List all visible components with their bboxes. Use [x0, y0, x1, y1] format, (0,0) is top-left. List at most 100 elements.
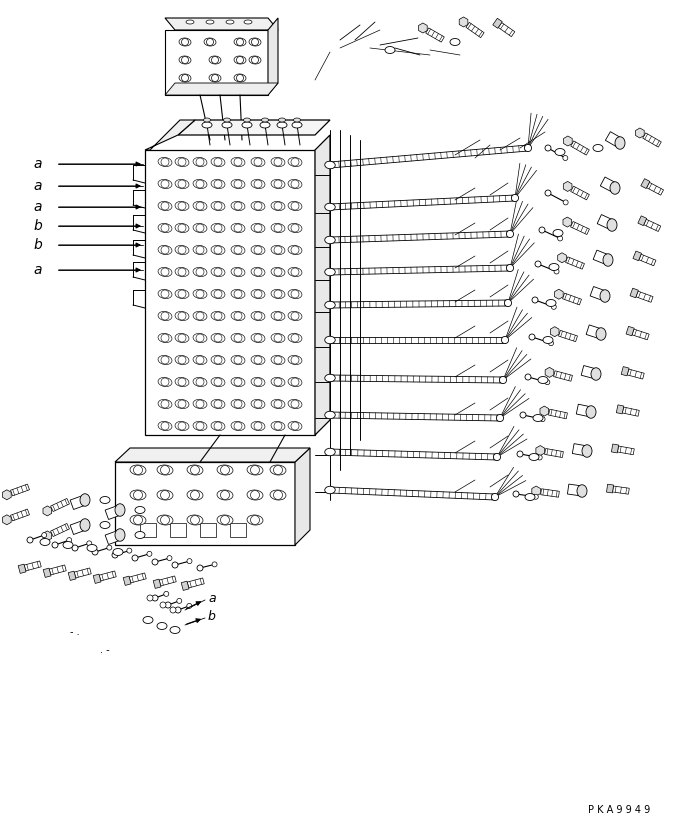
Circle shape — [506, 230, 514, 238]
Circle shape — [291, 268, 299, 276]
Ellipse shape — [175, 202, 189, 211]
Circle shape — [161, 268, 169, 276]
Ellipse shape — [211, 224, 225, 233]
Circle shape — [196, 356, 204, 364]
Ellipse shape — [87, 544, 97, 552]
Circle shape — [178, 202, 186, 210]
Circle shape — [520, 412, 526, 418]
Circle shape — [161, 180, 169, 188]
Ellipse shape — [206, 20, 214, 24]
Polygon shape — [115, 448, 310, 462]
Ellipse shape — [231, 268, 245, 277]
Ellipse shape — [555, 149, 565, 155]
Ellipse shape — [231, 179, 245, 188]
Polygon shape — [616, 405, 624, 414]
Ellipse shape — [217, 465, 233, 475]
Circle shape — [250, 466, 259, 474]
Polygon shape — [11, 509, 30, 521]
Ellipse shape — [130, 490, 146, 500]
Circle shape — [234, 246, 242, 254]
Ellipse shape — [211, 268, 225, 277]
Ellipse shape — [175, 245, 189, 254]
Ellipse shape — [222, 122, 232, 128]
Ellipse shape — [170, 626, 180, 634]
Ellipse shape — [271, 158, 285, 167]
Circle shape — [197, 565, 203, 571]
Circle shape — [107, 545, 112, 550]
Ellipse shape — [288, 355, 302, 364]
Circle shape — [178, 158, 186, 166]
Circle shape — [132, 555, 138, 561]
Ellipse shape — [251, 268, 265, 277]
Circle shape — [251, 56, 259, 64]
Ellipse shape — [211, 289, 225, 298]
Ellipse shape — [175, 377, 189, 387]
Polygon shape — [330, 195, 515, 210]
Circle shape — [291, 400, 299, 408]
Circle shape — [254, 378, 262, 386]
Ellipse shape — [179, 74, 191, 82]
Ellipse shape — [175, 289, 189, 298]
Ellipse shape — [158, 311, 172, 320]
Ellipse shape — [325, 336, 335, 344]
Polygon shape — [563, 182, 572, 192]
Ellipse shape — [533, 415, 543, 421]
Circle shape — [147, 595, 153, 601]
Ellipse shape — [288, 334, 302, 343]
Polygon shape — [165, 30, 268, 95]
Circle shape — [291, 246, 299, 254]
Circle shape — [274, 356, 282, 364]
Circle shape — [525, 374, 531, 380]
Circle shape — [177, 598, 182, 604]
Polygon shape — [74, 568, 91, 578]
Ellipse shape — [175, 311, 189, 320]
Ellipse shape — [175, 400, 189, 409]
Polygon shape — [181, 582, 189, 591]
Polygon shape — [621, 367, 629, 376]
Ellipse shape — [231, 289, 245, 298]
Circle shape — [502, 336, 508, 344]
Ellipse shape — [40, 539, 50, 545]
Polygon shape — [605, 131, 622, 147]
Ellipse shape — [596, 328, 606, 340]
Circle shape — [234, 312, 242, 320]
Circle shape — [291, 356, 299, 364]
Ellipse shape — [193, 334, 207, 343]
Ellipse shape — [63, 542, 73, 548]
Circle shape — [167, 556, 172, 561]
Polygon shape — [636, 128, 645, 138]
Polygon shape — [3, 515, 12, 525]
Polygon shape — [93, 574, 101, 583]
Text: a: a — [34, 157, 42, 171]
Circle shape — [214, 312, 222, 320]
Polygon shape — [49, 565, 66, 575]
Circle shape — [161, 378, 169, 386]
Ellipse shape — [249, 56, 261, 64]
Ellipse shape — [130, 515, 146, 525]
Polygon shape — [330, 145, 528, 168]
Ellipse shape — [223, 118, 230, 122]
Ellipse shape — [209, 56, 221, 64]
Ellipse shape — [325, 411, 335, 419]
Ellipse shape — [158, 355, 172, 364]
Circle shape — [291, 378, 299, 386]
Ellipse shape — [217, 515, 233, 525]
Ellipse shape — [288, 224, 302, 233]
Polygon shape — [593, 250, 610, 264]
Circle shape — [274, 334, 282, 342]
Ellipse shape — [234, 74, 246, 82]
Ellipse shape — [251, 355, 265, 364]
Ellipse shape — [143, 616, 153, 624]
Ellipse shape — [211, 245, 225, 254]
Circle shape — [236, 74, 244, 82]
Ellipse shape — [226, 20, 234, 24]
Circle shape — [274, 180, 282, 188]
Ellipse shape — [158, 179, 172, 188]
Text: a: a — [34, 200, 42, 214]
Polygon shape — [330, 300, 508, 308]
Circle shape — [127, 548, 132, 553]
Ellipse shape — [277, 122, 287, 128]
Circle shape — [554, 269, 559, 274]
Ellipse shape — [158, 400, 172, 409]
Circle shape — [525, 145, 531, 152]
